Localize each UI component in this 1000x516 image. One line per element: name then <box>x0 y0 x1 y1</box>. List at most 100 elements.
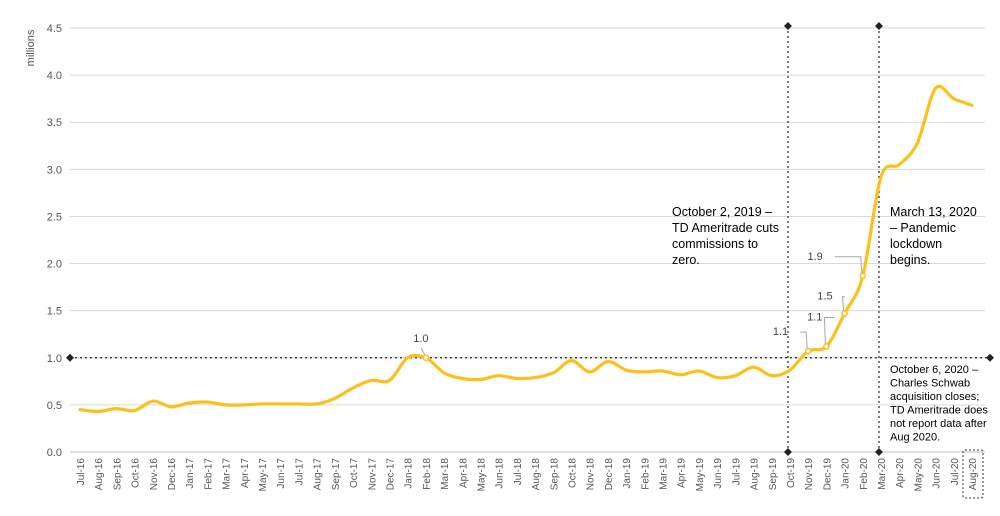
x-tick-label: Feb-20 <box>859 458 870 490</box>
x-tick-label: Dec-18 <box>604 458 615 491</box>
x-tick-label: Apr-17 <box>240 458 251 488</box>
x-tick-label: Jun-20 <box>932 458 943 489</box>
x-tick-label: Mar-20 <box>877 458 888 490</box>
y-tick-label: 0.5 <box>47 400 62 412</box>
data-label: 1.0 <box>413 333 428 345</box>
x-tick-label: Dec-17 <box>385 458 396 491</box>
x-tick-label: Aug-16 <box>94 458 105 491</box>
x-tick-label: Jan-18 <box>404 458 415 489</box>
x-tick-label: Jul-17 <box>294 458 305 486</box>
data-point-marker <box>804 347 812 355</box>
annotation-line: – Pandemic <box>890 221 956 235</box>
x-tick-label: Jan-17 <box>185 458 196 489</box>
annotation-line: October 2, 2019 – <box>672 205 772 219</box>
reference-marker <box>783 448 792 456</box>
leader-line <box>420 347 426 356</box>
x-tick-label: Oct-19 <box>786 458 797 488</box>
x-tick-label: Nov-16 <box>149 458 160 491</box>
annotation-line: zero. <box>672 253 700 267</box>
gridlines <box>70 27 985 453</box>
x-tick-label: Dec-19 <box>822 458 833 491</box>
annotation-line: commissions to <box>672 237 758 251</box>
x-tick-label: Feb-19 <box>640 458 651 490</box>
x-tick-label: Sep-17 <box>331 458 342 491</box>
annotation-line: Charles Schwab <box>890 378 970 390</box>
x-tick-label: Nov-19 <box>804 458 815 491</box>
y-axis-ticks: 0.0 0.5 1.0 1.5 2.0 2.5 3.0 3.5 4.0 4.5 <box>47 23 62 459</box>
series-layer <box>78 84 974 414</box>
x-tick-label: Jan-20 <box>841 458 852 489</box>
y-tick-label: 2.5 <box>47 211 62 223</box>
annotation-text: October 2, 2019 – TD Ameritrade cuts commi… <box>672 205 779 267</box>
x-tick-label: Oct-17 <box>349 458 360 488</box>
x-tick-label: May-19 <box>695 458 706 492</box>
x-tick-label: Feb-18 <box>422 458 433 490</box>
y-tick-label: 0.0 <box>47 447 62 459</box>
data-label: 1.9 <box>807 251 822 263</box>
reference-marker <box>66 353 74 362</box>
data-labels: 1.0 1.1 1.1 1.5 1.9 <box>413 251 867 362</box>
x-tick-label: Oct-16 <box>131 458 142 488</box>
reference-lines <box>66 22 994 456</box>
x-tick-label: May-17 <box>258 458 269 492</box>
x-tick-label: Jun-17 <box>276 458 287 489</box>
x-tick-label: Aug-18 <box>531 458 542 491</box>
x-tick-label: May-20 <box>913 458 924 492</box>
x-tick-label: Jul-19 <box>731 458 742 486</box>
x-tick-label: Aug-20 <box>968 458 979 491</box>
annotation-line: March 13, 2020 <box>890 205 977 219</box>
x-tick-label: Sep-19 <box>768 458 779 491</box>
x-tick-label: Feb-17 <box>203 458 214 490</box>
x-tick-label: Apr-19 <box>677 458 688 488</box>
x-tick-label: Jan-19 <box>622 458 633 489</box>
highlight-box <box>962 449 984 499</box>
x-tick-label: Mar-19 <box>659 458 670 490</box>
x-tick-label: Nov-18 <box>586 458 597 491</box>
leader-line <box>834 256 863 273</box>
y-tick-label: 4.0 <box>47 70 62 82</box>
x-tick-label: Sep-16 <box>112 458 123 491</box>
annotation-line: not report data after <box>890 418 987 430</box>
y-tick-label: 1.0 <box>47 353 62 365</box>
annotation-line: TD Ameritrade does <box>890 405 988 417</box>
x-tick-label: Jul-20 <box>950 458 961 486</box>
reference-marker <box>874 448 883 456</box>
x-tick-label: Jun-19 <box>713 458 724 489</box>
x-tick-label: Sep-18 <box>549 458 560 491</box>
x-tick-label: Aug-19 <box>750 458 761 491</box>
x-tick-label: Jul-16 <box>76 458 87 486</box>
leader-line <box>842 295 845 311</box>
annotation-text: March 13, 2020 – Pandemic lockdown begins. <box>890 205 977 267</box>
data-point-marker <box>823 343 830 350</box>
x-tick-label: Jul-18 <box>513 458 524 486</box>
reference-marker <box>986 353 994 362</box>
series-line <box>78 84 974 414</box>
x-tick-label: Jun-18 <box>495 458 506 489</box>
data-label: 1.1 <box>807 311 822 323</box>
annotation-line: begins. <box>890 253 930 267</box>
x-axis-ticks: Jul-16 Aug-16 Sep-16 Oct-16 Nov-16 Dec-16 Jan-… <box>76 449 984 499</box>
x-tick-label: Nov-17 <box>367 458 378 491</box>
y-tick-label: 3.0 <box>47 164 62 176</box>
leader-line <box>823 316 835 344</box>
y-tick-label: 1.5 <box>47 306 62 318</box>
annotation-line: TD Ameritrade cuts <box>672 221 779 235</box>
data-point-marker <box>422 354 430 362</box>
x-tick-label: Apr-18 <box>458 458 469 488</box>
y-axis-label: millions <box>25 29 37 66</box>
data-label: 1.5 <box>817 290 832 302</box>
x-tick-label: Dec-16 <box>167 458 178 491</box>
data-point-marker <box>859 272 867 280</box>
y-tick-label: 3.5 <box>47 117 62 129</box>
x-tick-label: Mar-18 <box>440 458 451 490</box>
annotations: October 2, 2019 – TD Ameritrade cuts commi… <box>672 205 988 444</box>
y-tick-label: 4.5 <box>47 23 62 35</box>
x-tick-label: Apr-20 <box>895 458 906 488</box>
data-label: 1.1 <box>773 326 788 338</box>
annotation-line: October 6, 2020 – <box>890 364 979 376</box>
y-tick-label: 2.0 <box>47 259 62 271</box>
reference-marker <box>874 22 883 30</box>
annotation-line: acquisition closes; <box>890 391 979 403</box>
annotation-line: lockdown <box>890 237 942 251</box>
